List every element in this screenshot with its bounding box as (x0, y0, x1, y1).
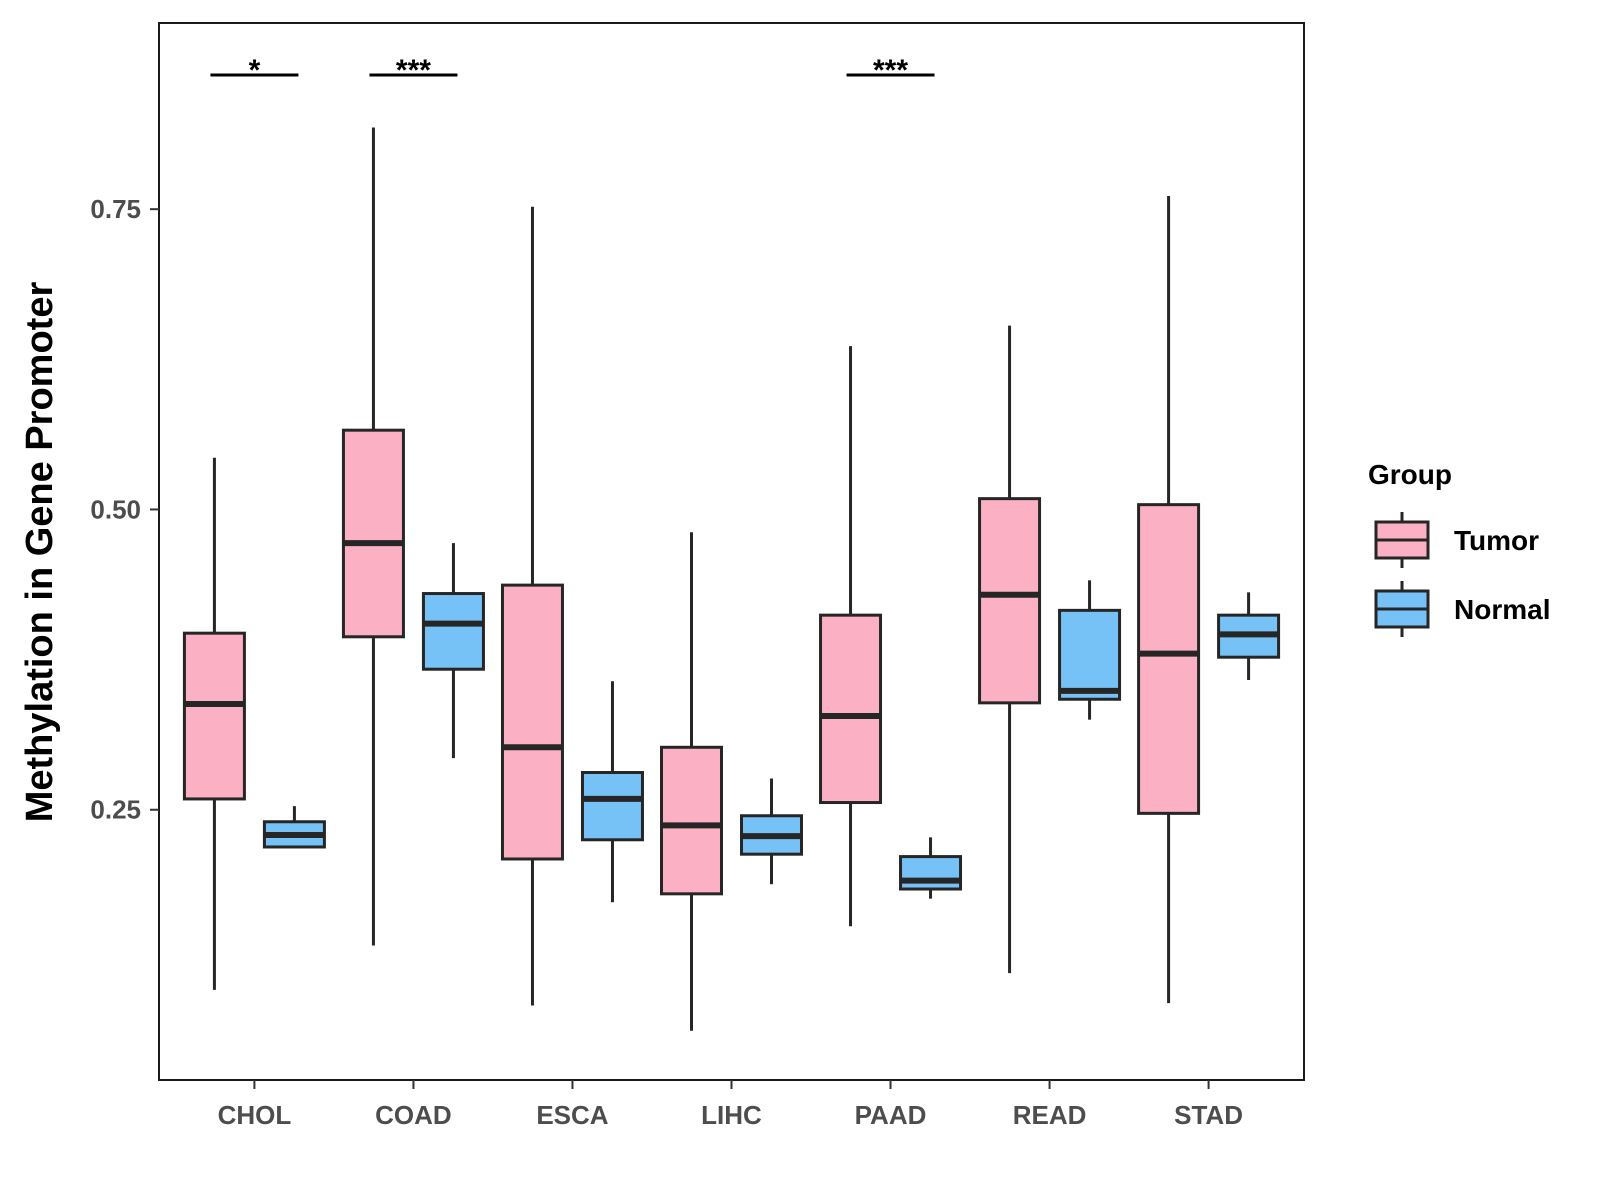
significance-chol: * (210, 54, 299, 87)
x-tick-label: LIHC (701, 1100, 762, 1130)
x-tick-label: CHOL (218, 1100, 292, 1130)
y-tick-label: 0.50 (90, 494, 141, 524)
normal-stad-box (1217, 592, 1281, 681)
normal-esca-box (580, 681, 644, 903)
significance-label: * (249, 54, 261, 87)
significance-coad: *** (369, 54, 458, 87)
normal-lihc-box (740, 778, 803, 885)
tumor-coad-box (341, 127, 405, 946)
plot-panel-background (159, 23, 1304, 1080)
normal-read-iqr (1058, 608, 1122, 701)
tumor-esca-iqr (500, 583, 564, 861)
x-tick-label: READ (1013, 1100, 1087, 1130)
x-tick-label: COAD (375, 1100, 452, 1130)
normal-chol-box (262, 806, 326, 849)
significance-label: *** (873, 54, 908, 87)
normal-paad-box (899, 837, 963, 899)
legend-label: Tumor (1454, 525, 1539, 556)
legend-entry-tumor: Tumor (1374, 512, 1539, 568)
legend-entry-normal: Normal (1374, 581, 1550, 637)
series-tumor (182, 127, 1201, 1031)
tumor-paad-iqr (819, 613, 883, 805)
tumor-esca-box (500, 206, 564, 1006)
tumor-stad-iqr (1137, 503, 1201, 815)
x-tick-label: STAD (1174, 1100, 1243, 1130)
significance-label: *** (396, 54, 431, 87)
tumor-chol-box (182, 457, 246, 990)
tumor-stad-box (1137, 195, 1201, 1004)
normal-paad-iqr (899, 855, 963, 891)
series-normal (262, 543, 1281, 903)
y-tick-label: 0.25 (90, 795, 141, 825)
significance-annotations: * *** *** (210, 54, 935, 87)
normal-read-box (1058, 580, 1122, 720)
tumor-chol-iqr (182, 631, 246, 801)
tumor-lihc-iqr (660, 745, 723, 896)
normal-esca-iqr (580, 771, 644, 842)
y-axis-title: Methylation in Gene Promoter (19, 282, 61, 823)
tumor-read-iqr (978, 497, 1042, 705)
normal-coad-box (421, 543, 485, 759)
x-tick-label: ESCA (536, 1100, 608, 1130)
chart-marks (182, 127, 1281, 1031)
chart-axes: 0.25 0.50 0.75 CHOL COAD ESCA LIHC PAAD READ STAD (90, 194, 1243, 1130)
significance-paad: *** (846, 54, 935, 87)
tumor-paad-box (819, 346, 883, 927)
legend-label: Normal (1454, 594, 1550, 625)
y-tick-label: 0.75 (90, 194, 141, 224)
legend-title: Group (1368, 459, 1452, 490)
legend: Group Tumor Normal (1368, 459, 1550, 637)
tumor-read-box (978, 325, 1042, 974)
tumor-lihc-box (660, 532, 723, 1031)
tumor-coad-iqr (341, 428, 405, 639)
normal-coad-iqr (421, 592, 485, 671)
x-tick-label: PAAD (855, 1100, 927, 1130)
